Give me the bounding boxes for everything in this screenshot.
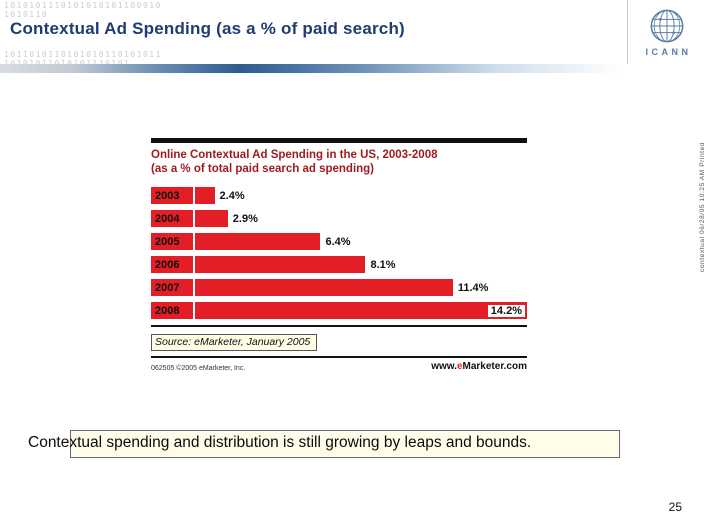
- page-number: 25: [668, 500, 682, 514]
- icann-globe-icon: [650, 9, 684, 43]
- chart-source: Source: eMarketer, January 2005: [151, 334, 318, 352]
- bar-year-label: 2006: [151, 256, 195, 274]
- chart-website: www.eMarketer.com: [431, 361, 527, 372]
- bar: 2004: [151, 210, 228, 228]
- bar-row: 2004 2.9%: [151, 210, 527, 228]
- binary-decoration-row: 1010110: [4, 10, 49, 19]
- bar-value-label: 8.1%: [370, 258, 396, 271]
- bar-value-label: 14.2%: [487, 304, 525, 317]
- bar-value-label: 2.9%: [232, 212, 258, 225]
- bar: 2007: [151, 279, 453, 297]
- bar-year-label: 2003: [151, 187, 195, 205]
- chart-copyright: 062505 ©2005 eMarketer, Inc.: [151, 365, 246, 373]
- bar-year-label: 2007: [151, 279, 195, 297]
- website-prefix: www.: [431, 361, 457, 373]
- chart-title-line1: Online Contextual Ad Spending in the US,…: [151, 149, 438, 161]
- bar-row: 2008 14.2%: [151, 302, 527, 320]
- bar-rows: 2003 2.4% 2004 2.9% 2005 6.4% 2006 8.1% 2007 11.4…: [151, 187, 527, 320]
- chart-top-rule: [151, 138, 527, 143]
- bar-year-label: 2004: [151, 210, 195, 228]
- bar-year-label: 2008: [151, 302, 195, 320]
- caption-highlight-box: [70, 430, 620, 458]
- binary-decoration-row: 10101011010101110101: [4, 59, 130, 68]
- bar-row: 2007 11.4%: [151, 279, 527, 297]
- print-timestamp-note: contextual 06/28/05 10:25 AM Printed: [699, 142, 706, 273]
- bar-row: 2005 6.4%: [151, 233, 527, 251]
- chart-source-row: Source: eMarketer, January 2005: [151, 332, 527, 352]
- icann-logo-text: ICANN: [645, 47, 692, 57]
- bar: 2003: [151, 187, 215, 205]
- chart-footer: 062505 ©2005 eMarketer, Inc. www.eMarket…: [151, 361, 527, 372]
- bar: 2006: [151, 256, 366, 274]
- bar: 2005: [151, 233, 321, 251]
- binary-decoration-row: 1011010110101010110101011: [4, 50, 162, 59]
- bar-value-label: 2.4%: [219, 189, 245, 202]
- chart-divider-bottom: [151, 356, 527, 359]
- bar-value-label: 11.4%: [457, 281, 489, 294]
- emarketer-chart: Online Contextual Ad Spending in the US,…: [151, 138, 527, 372]
- chart-title: Online Contextual Ad Spending in the US,…: [151, 148, 527, 176]
- website-e: e: [456, 361, 463, 373]
- binary-decoration-row: 1010101110101010101100010: [4, 1, 162, 10]
- bar-year-label: 2005: [151, 233, 195, 251]
- caption-text: Contextual spending and distribution is …: [28, 434, 532, 451]
- caption: Contextual spending and distribution is …: [28, 430, 694, 460]
- bar-value-label: 6.4%: [325, 235, 351, 248]
- icann-logo: ICANN: [627, 0, 706, 64]
- bar: 2008 14.2%: [151, 302, 527, 320]
- slide-title: Contextual Ad Spending (as a % of paid s…: [10, 19, 405, 38]
- chart-title-line2: (as a % of total paid search ad spending…: [151, 163, 375, 176]
- chart-divider-top: [151, 325, 527, 328]
- header-gradient-bar: [0, 64, 706, 73]
- bar-row: 2006 8.1%: [151, 256, 527, 274]
- bar-row: 2003 2.4%: [151, 187, 527, 205]
- website-rest: Marketer.com: [462, 361, 527, 373]
